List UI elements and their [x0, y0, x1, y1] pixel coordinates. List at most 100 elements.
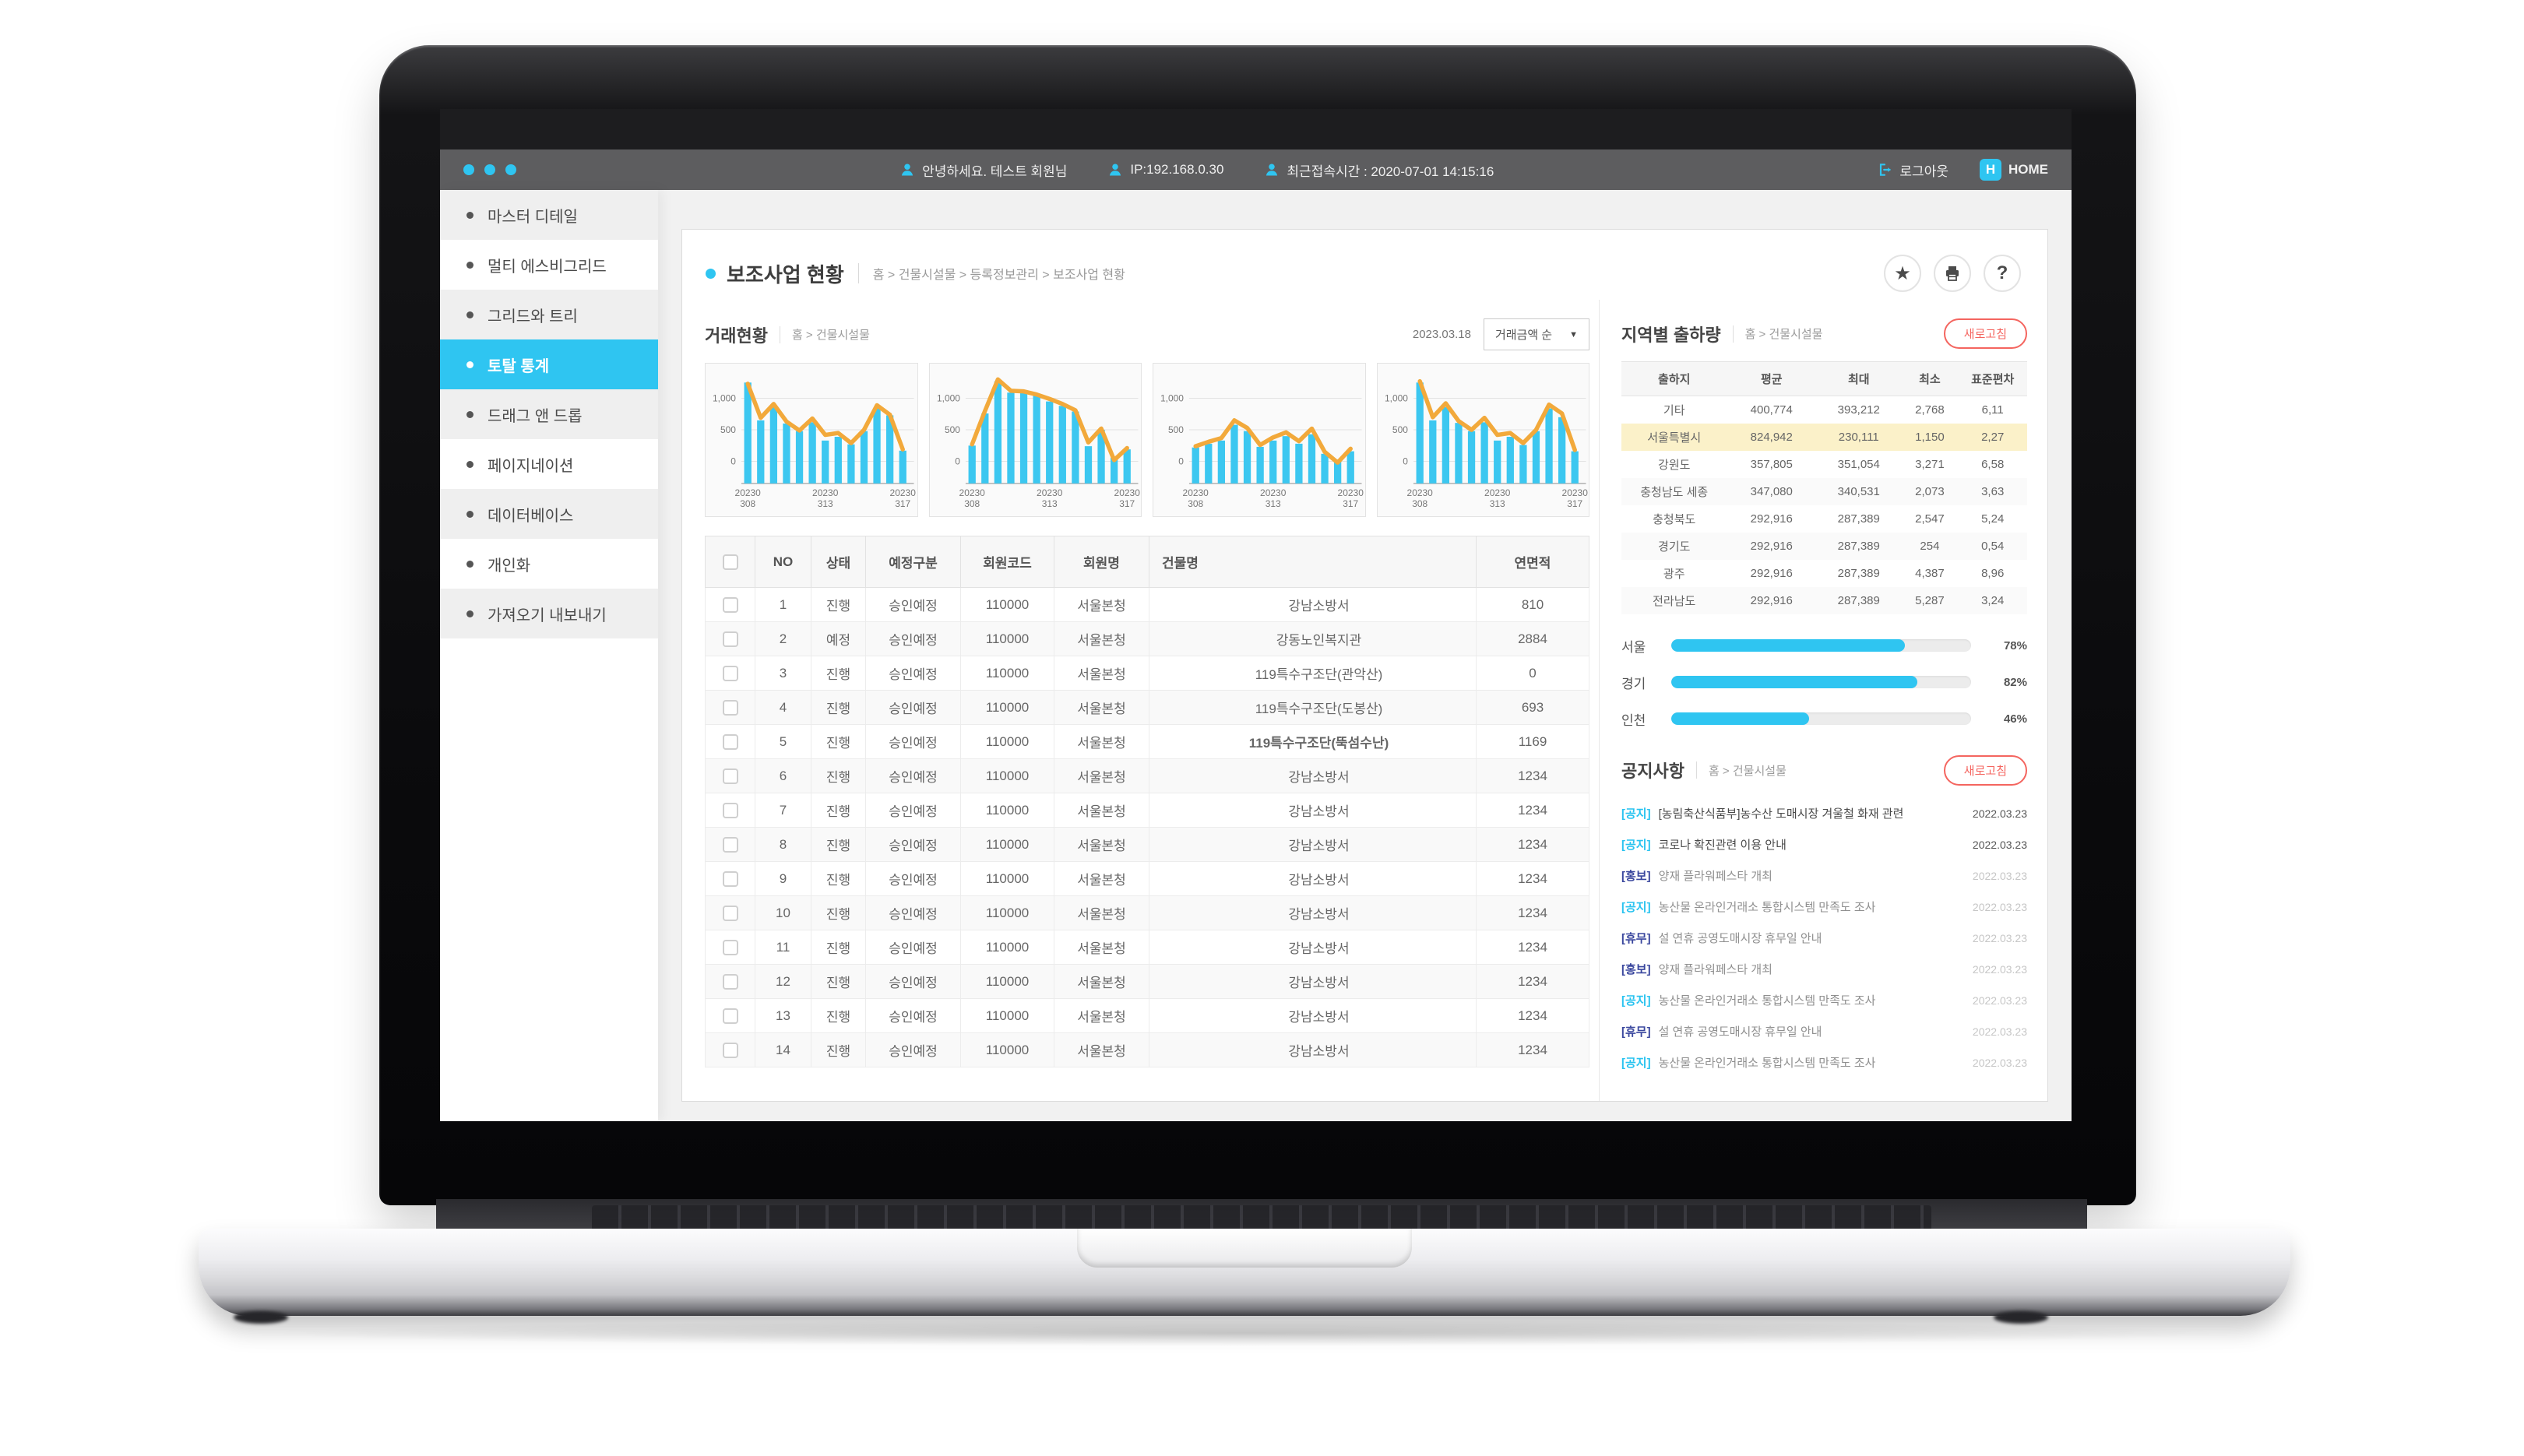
regional-row[interactable]: 기타 400,774 393,212 2,768 6,11: [1621, 396, 2027, 424]
regional-refresh-button[interactable]: 새로고침: [1943, 318, 2027, 349]
bullet-icon: [466, 360, 473, 368]
table-row[interactable]: 6 진행 승인예정 110000 서울본청 강남소방서 1234: [705, 758, 1589, 793]
table-row[interactable]: 11 진행 승인예정 110000 서울본청 강남소방서 1234: [705, 930, 1589, 965]
table-row[interactable]: 10 진행 승인예정 110000 서울본청 강남소방서 1234: [705, 895, 1589, 930]
transactions-column: 거래현황 홈 > 건물시설물 2023.03.18 거래금액 순 ▼: [682, 300, 1599, 1101]
row-checkbox[interactable]: [722, 939, 738, 955]
checkbox-cell: [705, 964, 755, 999]
table-row[interactable]: 12 진행 승인예정 110000 서울본청 강남소방서 1234: [705, 964, 1589, 999]
row-checkbox[interactable]: [722, 665, 738, 681]
cell-code: 110000: [960, 587, 1054, 622]
notice-item[interactable]: [휴무] 설 연휴 공영도매시장 휴무일 안내 2022.03.23: [1621, 1016, 2027, 1047]
progress-group: 서울 78% 경기 82% 인천 46%: [1621, 636, 2027, 729]
print-button[interactable]: [1934, 255, 1971, 292]
sidebar-item[interactable]: 페이지네이션: [440, 439, 658, 489]
row-checkbox[interactable]: [722, 1008, 738, 1024]
sidebar-item[interactable]: 그리드와 트리: [440, 290, 658, 339]
notices-refresh-button[interactable]: 새로고침: [1943, 754, 2027, 786]
table-row[interactable]: 7 진행 승인예정 110000 서울본청 강남소방서 1234: [705, 793, 1589, 828]
cell-area: 1234: [1476, 793, 1589, 828]
regional-header: 지역별 출하량 홈 > 건물시설물 새로고침: [1621, 318, 2027, 349]
row-checkbox[interactable]: [722, 870, 738, 887]
row-checkbox[interactable]: [722, 631, 738, 647]
table-row[interactable]: 14 진행 승인예정 110000 서울본청 강남소방서 1234: [705, 1032, 1589, 1067]
cell-plan: 승인예정: [865, 758, 961, 793]
user-icon: [1110, 164, 1121, 176]
sidebar-item[interactable]: 마스터 디테일: [440, 190, 658, 240]
notice-date: 2022.03.23: [1972, 1025, 2027, 1038]
regional-cell: 4,387: [1915, 566, 1945, 580]
cell-plan: 승인예정: [865, 724, 961, 759]
sidebar-item[interactable]: 데이터베이스: [440, 489, 658, 539]
table-row[interactable]: 5 진행 승인예정 110000 서울본청 119특수구조단(뚝섬수난) 1169: [705, 724, 1589, 759]
row-checkbox[interactable]: [722, 802, 738, 818]
progress-label: 인천: [1621, 712, 1646, 728]
row-checkbox[interactable]: [722, 973, 738, 990]
row-checkbox[interactable]: [722, 733, 738, 750]
notice-item[interactable]: [휴무] 설 연휴 공영도매시장 휴무일 안내 2022.03.23: [1621, 923, 2027, 954]
notice-date: 2022.03.23: [1972, 931, 2027, 944]
cell-area: 2884: [1476, 621, 1589, 656]
notice-item[interactable]: [공지] 농산물 온라인거래소 통합시스템 만족도 조사 2022.03.23: [1621, 985, 2027, 1016]
row-checkbox[interactable]: [722, 1042, 738, 1058]
table-row[interactable]: 3 진행 승인예정 110000 서울본청 119특수구조단(관악산) 0: [705, 656, 1589, 691]
progress-percent: 78%: [2003, 638, 2027, 652]
cell-plan: 승인예정: [865, 998, 961, 1033]
help-button[interactable]: ?: [1984, 255, 2021, 292]
sidebar-item[interactable]: 개인화: [440, 539, 658, 589]
progress-row: 서울 78%: [1621, 636, 2027, 656]
regional-cell: 254: [1901, 532, 1959, 560]
notice-date: 2022.03.23: [1972, 1056, 2027, 1069]
table-row[interactable]: 2 예정 승인예정 110000 서울본청 강동노인복지관 2884: [705, 621, 1589, 656]
row-checkbox[interactable]: [722, 596, 738, 613]
notice-item[interactable]: [공지] 농산물 온라인거래소 통합시스템 만족도 조사 2022.03.23: [1621, 892, 2027, 923]
table-row[interactable]: 4 진행 승인예정 110000 서울본청 119특수구조단(도봉산) 693: [705, 690, 1589, 725]
notice-item[interactable]: [공지] 농산물 온라인거래소 통합시스템 만족도 조사 2022.03.23: [1621, 1047, 2027, 1078]
regional-row[interactable]: 전라남도 292,916 287,389 5,287 3,24: [1621, 586, 2027, 614]
chart-svg: 1,000 500 0 20230 308 20230 313 20230 317: [936, 377, 1140, 509]
row-checkbox[interactable]: [722, 768, 738, 784]
row-checkbox[interactable]: [722, 836, 738, 853]
row-checkbox[interactable]: [722, 905, 738, 921]
sidebar-item[interactable]: 토탈 통계: [440, 339, 658, 389]
notice-item[interactable]: [공지] [농림축산식품부]농수산 도매시장 겨울철 화재 관련 2022.03.2…: [1621, 798, 2027, 829]
sidebar-item[interactable]: 드래그 앤 드롭: [440, 389, 658, 439]
regional-row[interactable]: 광주 292,916 287,389 4,387 8,96: [1621, 560, 2027, 587]
notice-item[interactable]: [홍보] 양재 플라워페스타 개최 2022.03.23: [1621, 860, 2027, 892]
regional-cell: 3,24: [1958, 586, 2027, 614]
notice-item[interactable]: [공지] 코로나 확진관련 이용 안내 2022.03.23: [1621, 829, 2027, 860]
notice-item[interactable]: [홍보] 양재 플라워페스타 개최 2022.03.23: [1621, 954, 2027, 985]
notice-title: 농산물 온라인거래소 통합시스템 만족도 조사: [1658, 901, 1876, 914]
checkbox-cell: [705, 587, 755, 622]
favorite-button[interactable]: ★: [1884, 255, 1921, 292]
session-info: 안녕하세요. 테스트 회원님 IP:192.168.0.30 최근접속시간 : …: [899, 160, 1494, 180]
table-row[interactable]: 8 진행 승인예정 110000 서울본청 강남소방서 1234: [705, 827, 1589, 862]
svg-text:500: 500: [1392, 424, 1407, 435]
cell-code: 110000: [960, 690, 1054, 725]
table-row[interactable]: 9 진행 승인예정 110000 서울본청 강남소방서 1234: [705, 861, 1589, 896]
row-checkbox[interactable]: [722, 699, 738, 716]
cell-member: 서울본청: [1054, 1032, 1149, 1067]
cell-no: 2: [755, 621, 811, 656]
regional-row[interactable]: 서울특별시 824,942 230,111 1,150 2,27: [1621, 423, 2027, 451]
logout-button[interactable]: 로그아웃: [1877, 160, 1948, 180]
home-button[interactable]: H HOME: [1979, 159, 2048, 181]
regional-row[interactable]: 강원도 357,805 351,054 3,271 6,58: [1621, 451, 2027, 478]
regional-row[interactable]: 경기도 292,916 287,389 254 0,54: [1621, 532, 2027, 560]
sidebar-item[interactable]: 가져오기 내보내기: [440, 589, 658, 638]
regional-row[interactable]: 충청북도 292,916 287,389 2,547 5,24: [1621, 505, 2027, 533]
cell-building: 강남소방서: [1149, 861, 1477, 896]
transactions-header: 거래현황 홈 > 건물시설물 2023.03.18 거래금액 순 ▼: [705, 318, 1589, 350]
table-row[interactable]: 13 진행 승인예정 110000 서울본청 강남소방서 1234: [705, 998, 1589, 1033]
sort-dropdown[interactable]: 거래금액 순 ▼: [1483, 318, 1589, 350]
table-row[interactable]: 1 진행 승인예정 110000 서울본청 강남소방서 810: [705, 587, 1589, 622]
select-all-checkbox[interactable]: [722, 554, 738, 570]
sidebar-item[interactable]: 멀티 에스비그리드: [440, 240, 658, 290]
cell-member: 서울본청: [1054, 998, 1149, 1033]
bullet-icon: [466, 610, 473, 617]
star-icon: ★: [1894, 262, 1911, 284]
regional-header-row: 출하지 평균 최대 최소 표준편차: [1621, 361, 2027, 396]
regional-row[interactable]: 충청남도 세종 347,080 340,531 2,073 3,63: [1621, 477, 2027, 505]
progress-track: [1671, 676, 1971, 688]
